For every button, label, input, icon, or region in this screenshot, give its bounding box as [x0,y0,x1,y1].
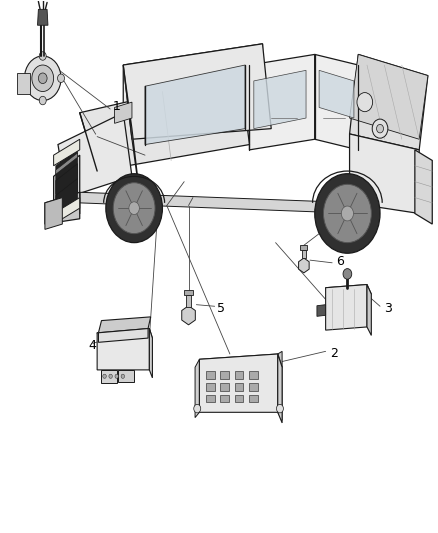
Polygon shape [123,44,271,139]
Polygon shape [182,306,195,325]
Polygon shape [97,328,152,342]
Polygon shape [350,54,428,150]
Polygon shape [195,359,199,418]
Circle shape [276,405,283,413]
Circle shape [323,184,371,243]
Circle shape [372,119,388,138]
Polygon shape [249,383,258,391]
Polygon shape [56,150,78,195]
Polygon shape [186,295,191,308]
Circle shape [315,174,380,253]
Circle shape [377,124,384,133]
Polygon shape [302,249,306,258]
Polygon shape [220,383,229,391]
Polygon shape [80,76,250,171]
Polygon shape [235,372,244,379]
Polygon shape [17,73,30,94]
Text: 2: 2 [330,346,338,360]
Polygon shape [45,192,80,224]
Polygon shape [102,370,117,383]
Polygon shape [53,155,80,224]
Polygon shape [115,102,132,123]
Polygon shape [315,54,358,150]
Polygon shape [317,305,325,317]
Polygon shape [58,113,132,198]
Polygon shape [149,328,152,378]
Polygon shape [220,395,229,402]
Polygon shape [235,395,244,402]
Text: 3: 3 [385,302,392,314]
Polygon shape [299,258,309,273]
Polygon shape [53,198,80,224]
Polygon shape [145,65,245,144]
Polygon shape [350,54,428,139]
Circle shape [39,96,46,105]
Text: 1: 1 [113,100,120,113]
Polygon shape [367,285,371,335]
Polygon shape [99,328,148,342]
Circle shape [357,93,373,112]
Polygon shape [350,134,419,214]
Circle shape [194,405,201,413]
Polygon shape [80,192,358,214]
Text: 6: 6 [336,255,344,269]
Circle shape [343,269,352,279]
Polygon shape [254,70,306,128]
Polygon shape [53,139,80,166]
Circle shape [129,202,139,215]
Polygon shape [199,354,278,413]
Polygon shape [250,54,315,150]
Polygon shape [123,65,141,203]
Polygon shape [278,354,282,423]
Polygon shape [300,245,307,249]
Polygon shape [45,198,62,229]
Polygon shape [325,285,367,330]
Polygon shape [325,285,371,297]
Circle shape [121,374,124,378]
Circle shape [106,174,162,243]
Polygon shape [206,372,215,379]
Polygon shape [117,370,134,382]
Polygon shape [97,328,149,370]
Polygon shape [199,354,282,372]
Polygon shape [235,383,244,391]
Polygon shape [56,164,78,207]
Polygon shape [206,395,215,402]
Polygon shape [38,10,48,25]
Circle shape [25,56,61,101]
Polygon shape [415,150,432,224]
Text: 5: 5 [217,302,225,314]
Text: 4: 4 [88,338,96,352]
Polygon shape [123,44,262,150]
Polygon shape [249,395,258,402]
Circle shape [21,74,28,83]
Polygon shape [184,290,193,295]
Circle shape [32,65,53,92]
Polygon shape [319,70,354,118]
Polygon shape [56,179,78,221]
Circle shape [109,374,113,378]
Polygon shape [220,372,229,379]
Circle shape [39,73,47,84]
Circle shape [115,374,118,378]
Circle shape [341,206,353,221]
Circle shape [39,52,46,60]
Polygon shape [99,317,151,333]
Circle shape [113,183,155,233]
Polygon shape [206,383,215,391]
Circle shape [57,74,64,83]
Polygon shape [56,153,78,174]
Circle shape [103,374,106,378]
Polygon shape [278,351,282,420]
Polygon shape [249,372,258,379]
